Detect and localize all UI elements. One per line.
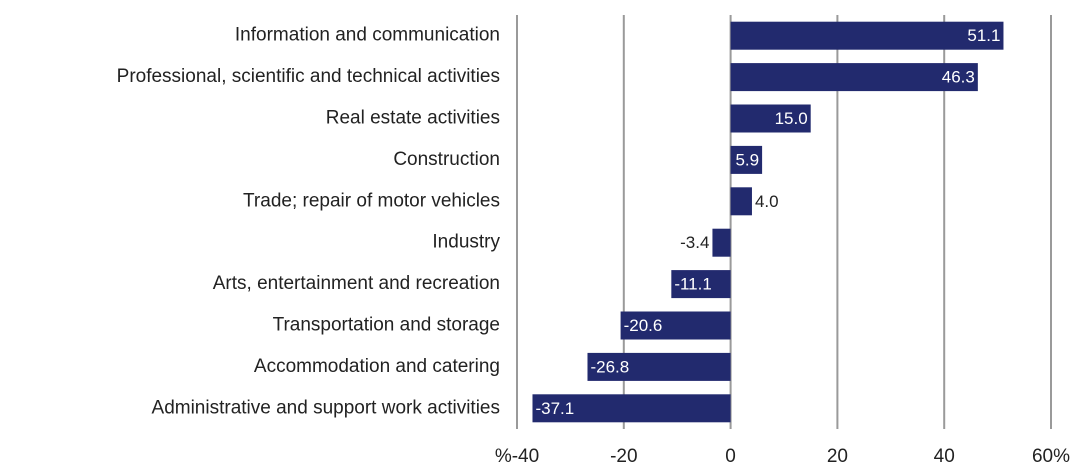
value-label: -37.1: [535, 399, 574, 418]
x-tick-label: -20: [610, 446, 637, 467]
bar: [730, 63, 978, 92]
value-label: 46.3: [942, 68, 975, 87]
y-tick-label: Construction: [393, 149, 500, 170]
y-tick-label: Trade; repair of motor vehicles: [243, 190, 500, 211]
y-tick-label: Transportation and storage: [273, 315, 500, 336]
y-tick-label: Information and communication: [235, 25, 500, 46]
y-tick-label: Real estate activities: [326, 108, 500, 129]
bar: [730, 104, 811, 133]
y-tick-label: Arts, entertainment and recreation: [213, 273, 500, 294]
bar: [730, 187, 752, 216]
x-tick-label: 20: [827, 446, 848, 467]
y-tick-label: Accommodation and catering: [254, 356, 500, 377]
value-label: 51.1: [967, 26, 1000, 45]
value-label: 5.9: [735, 150, 759, 169]
x-tick-label: 40: [934, 446, 955, 467]
value-label: -11.1: [674, 275, 712, 294]
value-label: -3.4: [680, 233, 709, 252]
bar: [532, 394, 731, 423]
bar: [730, 21, 1004, 50]
value-label: -26.8: [590, 357, 629, 376]
bar: [671, 270, 731, 299]
value-label: 15.0: [775, 109, 808, 128]
y-tick-label: Administrative and support work activiti…: [152, 397, 500, 418]
x-tick-label: 60%: [1032, 446, 1070, 467]
bar: [620, 311, 731, 340]
bar: [587, 352, 731, 381]
y-tick-label: Industry: [432, 232, 500, 253]
value-label: 4.0: [755, 192, 779, 211]
y-tick-label: Professional, scientific and technical a…: [117, 66, 500, 87]
value-label: -20.6: [624, 316, 663, 335]
bar: [730, 145, 763, 174]
x-tick-label: 0: [725, 446, 736, 467]
bar: [712, 228, 731, 257]
x-tick-label: %-40: [495, 446, 539, 467]
